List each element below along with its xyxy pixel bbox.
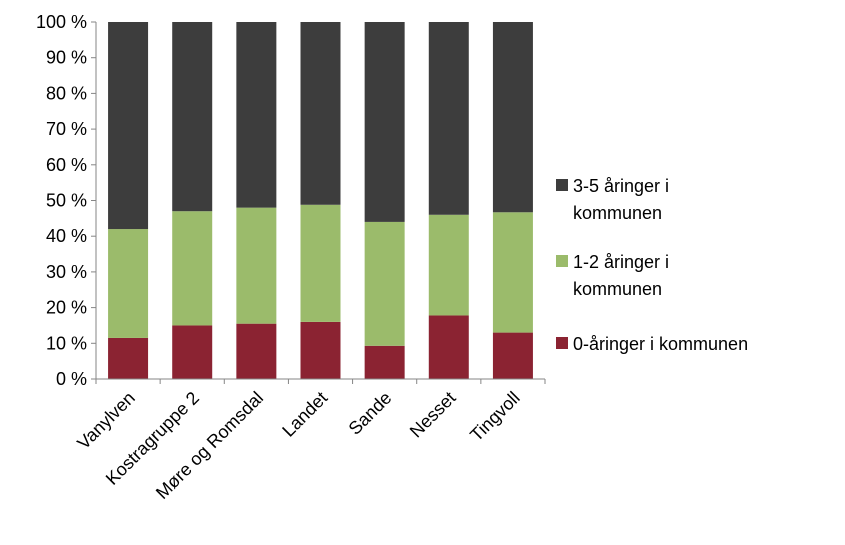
bar-more-og-romsdal-series-2 xyxy=(236,22,277,208)
y-tick-label: 10 % xyxy=(46,333,87,353)
y-tick-label: 100 % xyxy=(36,12,87,32)
axes-layer xyxy=(91,21,546,384)
legend-label: kommunen xyxy=(573,203,662,223)
bar-tingvoll-series-0 xyxy=(492,332,533,379)
y-tick-label: 50 % xyxy=(46,191,87,211)
bar-sande-series-0 xyxy=(364,345,405,379)
bar-sande-series-2 xyxy=(364,22,405,222)
bar-kostragruppe-2-series-0 xyxy=(172,325,213,379)
x-category-label: Nesset xyxy=(406,388,460,442)
x-category-label: Landet xyxy=(278,388,331,441)
y-tick-label: 0 % xyxy=(56,369,87,389)
legend-swatch xyxy=(556,255,568,267)
bar-vanylven-series-2 xyxy=(108,22,149,230)
y-tick-label: 20 % xyxy=(46,298,87,318)
bar-tingvoll-series-1 xyxy=(492,212,533,333)
legend-label: 3-5 åringer i xyxy=(573,176,669,196)
y-tick-labels: 0 % 10 % 20 % 30 % 40 % 50 % 60 % 70 % 80 % 90 % 1… xyxy=(36,12,87,389)
y-tick-label: 70 % xyxy=(46,119,87,139)
bar-vanylven-series-1 xyxy=(108,229,149,338)
y-tick-label: 90 % xyxy=(46,48,87,68)
bar-nesset-series-0 xyxy=(428,315,469,379)
bar-more-og-romsdal-series-1 xyxy=(236,207,277,324)
legend-swatch xyxy=(556,179,568,191)
x-category-label: Tingvoll xyxy=(466,388,524,446)
bar-nesset-series-2 xyxy=(428,22,469,215)
bar-vanylven-series-0 xyxy=(108,337,149,379)
bar-landet-series-2 xyxy=(300,22,341,205)
bar-more-og-romsdal-series-0 xyxy=(236,323,277,379)
legend-label: 1-2 åringer i xyxy=(573,252,669,272)
bar-landet-series-1 xyxy=(300,204,341,322)
y-tick-label: 40 % xyxy=(46,226,87,246)
x-category-label: Møre og Romsdal xyxy=(152,388,267,503)
y-tick-label: 80 % xyxy=(46,83,87,103)
bar-kostragruppe-2-series-2 xyxy=(172,22,213,212)
y-tick-label: 60 % xyxy=(46,155,87,175)
x-category-label: Sande xyxy=(345,388,396,439)
legend-swatch xyxy=(556,337,568,349)
x-category-label: Vanylven xyxy=(73,388,139,454)
bar-kostragruppe-2-series-1 xyxy=(172,211,213,326)
bar-tingvoll-series-2 xyxy=(492,22,533,213)
bar-nesset-series-1 xyxy=(428,214,469,316)
bar-landet-series-0 xyxy=(300,321,341,379)
legend-label: kommunen xyxy=(573,279,662,299)
legend: 3-5 åringer i kommunen 1-2 åringer i kommun… xyxy=(556,176,748,354)
y-tick-label: 30 % xyxy=(46,262,87,282)
legend-label: 0-åringer i kommunen xyxy=(573,334,748,354)
bar-sande-series-1 xyxy=(364,221,405,346)
bars-layer xyxy=(108,22,533,379)
